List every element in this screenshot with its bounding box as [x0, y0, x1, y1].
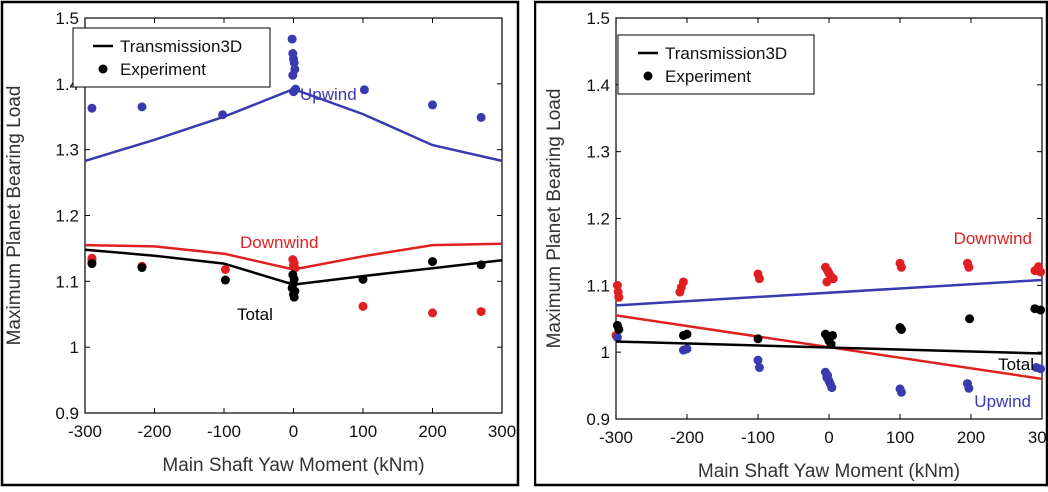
- experiment-point: [1036, 267, 1046, 277]
- y-tick-label: 1.3: [586, 143, 610, 162]
- x-tick-label: 100: [349, 422, 377, 441]
- experiment-point: [828, 330, 838, 340]
- series-line-1: [615, 278, 1043, 307]
- experiment-point: [218, 110, 228, 120]
- legend-dot-swatch: [98, 64, 108, 74]
- annotation-downwind: Downwind: [954, 229, 1032, 248]
- y-tick-label: 0.9: [586, 410, 610, 429]
- experiment-point: [754, 274, 764, 284]
- experiment-point: [287, 34, 297, 44]
- annotation-total: Total: [998, 355, 1034, 374]
- experiment-point: [476, 112, 486, 122]
- y-axis-label: Maximum Planet Bearing Load: [4, 86, 25, 346]
- x-tick-label: -200: [137, 422, 171, 441]
- experiment-point: [965, 314, 975, 324]
- chart-panel-right: -300 -200 -100 0 100 200 300 0.9 1 1.1 1.2 1.3 1.4 1.…: [533, 0, 1048, 487]
- experiment-point: [288, 70, 298, 80]
- y-tick-label: 1.1: [586, 276, 610, 295]
- experiment-point: [896, 262, 906, 272]
- y-tick-label: 1.5: [586, 9, 610, 28]
- experiment-point: [428, 257, 437, 267]
- experiment-point: [220, 264, 230, 274]
- experiment-point: [428, 308, 437, 318]
- legend-label-model: Transmission3D: [120, 37, 242, 56]
- experiment-point: [682, 344, 692, 354]
- x-tick-label: -100: [207, 422, 241, 441]
- chart-upwind-downwind-right: -300 -200 -100 0 100 200 300 0.9 1 1.1 1.2 1.3 1.4 1.…: [533, 0, 1048, 487]
- experiment-point: [137, 263, 147, 273]
- experiment-point: [358, 301, 368, 311]
- experiment-point: [220, 275, 230, 285]
- x-axis-label: Main Shaft Yaw Moment (kNm): [162, 455, 424, 476]
- experiment-point: [614, 324, 624, 334]
- x-tick-label: 300: [488, 422, 516, 441]
- experiment-point: [87, 259, 97, 269]
- panel-frame: [0, 0, 520, 487]
- y-tick-label: 1.3: [55, 141, 79, 160]
- legend-box: [72, 27, 271, 88]
- y-axis-label: Maximum Planet Bearing Load: [544, 89, 565, 349]
- y-tick-label: 1.2: [55, 207, 79, 226]
- experiment-point: [753, 334, 763, 344]
- x-tick-label: -300: [68, 422, 102, 441]
- legend-box: [617, 34, 815, 95]
- annotation-upwind: Upwind: [974, 392, 1031, 411]
- experiment-point: [896, 324, 906, 334]
- experiment-point: [753, 355, 763, 365]
- y-tick-label: 1.5: [55, 9, 79, 28]
- annotation-total: Total: [237, 305, 273, 324]
- experiment-point: [826, 339, 836, 349]
- x-tick-label: 200: [957, 428, 985, 447]
- experiment-point: [137, 102, 147, 112]
- experiment-point: [476, 260, 486, 270]
- annotation-downwind: Downwind: [240, 233, 318, 252]
- experiment-point: [289, 292, 299, 302]
- legend-label-experiment: Experiment: [665, 67, 751, 86]
- y-tick-label: 1.2: [586, 210, 610, 229]
- x-tick-label: 100: [886, 428, 914, 447]
- x-axis-label: Main Shaft Yaw Moment (kNm): [698, 461, 960, 482]
- experiment-point: [612, 332, 622, 342]
- chart-upwind-downwind-left: -300 -200 -100 0 100 200 3000.911.11.21.31.41.…: [0, 0, 520, 487]
- experiment-point: [359, 85, 369, 95]
- experiment-point: [896, 387, 906, 397]
- y-tick-label: 1: [70, 338, 79, 357]
- experiment-point: [1036, 364, 1046, 374]
- panel-frame: [533, 0, 1048, 487]
- experiment-point: [1036, 305, 1046, 315]
- experiment-point: [358, 274, 368, 284]
- experiment-point: [289, 58, 299, 68]
- experiment-point: [291, 84, 301, 94]
- series-line-0: [84, 87, 503, 163]
- y-tick-label: 1.1: [55, 272, 79, 291]
- y-tick-label: 0.9: [55, 404, 79, 423]
- experiment-point: [754, 363, 764, 373]
- experiment-point: [612, 280, 622, 290]
- x-tick-label: 200: [418, 422, 446, 441]
- x-tick-label: -200: [670, 428, 704, 447]
- experiment-point: [682, 329, 692, 339]
- x-tick-label: 300: [1028, 428, 1048, 447]
- x-tick-label: 0: [824, 428, 833, 447]
- experiment-point: [675, 287, 685, 297]
- experiment-point: [428, 100, 437, 110]
- experiment-point: [964, 383, 974, 393]
- legend-label-experiment: Experiment: [120, 60, 206, 79]
- experiment-point: [87, 103, 97, 113]
- chart-panel-left: -300 -200 -100 0 100 200 300 0.9 1 1.1 1.2 1.3 1.4 1.…: [0, 0, 520, 487]
- legend-dot-swatch: [643, 71, 653, 81]
- experiment-point: [964, 262, 974, 272]
- experiment-point: [827, 383, 837, 393]
- experiment-point: [476, 307, 486, 317]
- experiment-point: [614, 292, 624, 302]
- legend-label-model: Transmission3D: [665, 44, 787, 63]
- y-tick-label: 1.4: [586, 76, 610, 95]
- annotation-upwind: Upwind: [300, 85, 357, 104]
- x-tick-label: 0: [289, 422, 298, 441]
- y-tick-label: 1: [601, 343, 610, 362]
- x-tick-label: -100: [741, 428, 775, 447]
- experiment-point: [823, 371, 833, 381]
- experiment-point: [822, 277, 832, 287]
- x-tick-label: -300: [599, 428, 633, 447]
